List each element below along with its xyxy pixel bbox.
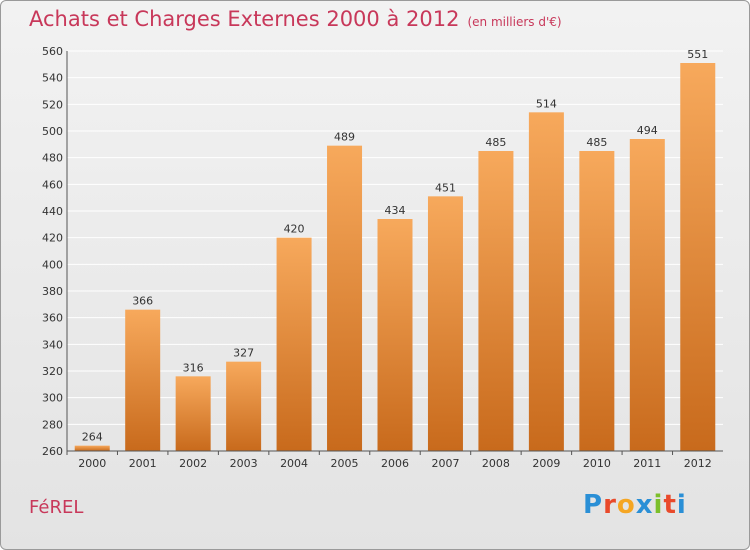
y-tick-label: 280 xyxy=(42,418,63,431)
x-tick-label: 2007 xyxy=(431,457,459,470)
x-tick-label: 2008 xyxy=(482,457,510,470)
data-label: 264 xyxy=(82,431,103,444)
data-label: 551 xyxy=(687,48,708,61)
data-label: 485 xyxy=(586,136,607,149)
y-tick-label: 360 xyxy=(42,312,63,325)
data-label: 366 xyxy=(132,295,153,308)
commune-name: FéREL xyxy=(29,497,84,518)
x-tick-label: 2003 xyxy=(230,457,258,470)
data-label: 451 xyxy=(435,181,456,194)
x-tick-label: 2012 xyxy=(684,457,712,470)
bar xyxy=(125,309,161,451)
bar xyxy=(629,139,665,451)
y-tick-label: 520 xyxy=(42,98,63,111)
y-tick-label: 500 xyxy=(42,125,63,138)
y-tick-label: 540 xyxy=(42,72,63,85)
bar xyxy=(427,196,463,451)
y-tick-label: 480 xyxy=(42,152,63,165)
bar xyxy=(680,63,716,451)
x-tick-label: 2009 xyxy=(532,457,560,470)
data-label: 514 xyxy=(536,97,557,110)
bar xyxy=(226,361,262,451)
y-tick-label: 300 xyxy=(42,392,63,405)
bar xyxy=(528,112,564,451)
data-label: 489 xyxy=(334,131,355,144)
x-tick-label: 2000 xyxy=(78,457,106,470)
x-tick-label: 2002 xyxy=(179,457,207,470)
x-tick-label: 2005 xyxy=(331,457,359,470)
x-tick-label: 2004 xyxy=(280,457,308,470)
bar xyxy=(175,376,211,451)
y-tick-label: 380 xyxy=(42,285,63,298)
y-tick-label: 260 xyxy=(42,445,63,458)
data-label: 494 xyxy=(637,124,658,137)
bar xyxy=(377,219,413,451)
bar xyxy=(327,145,363,451)
bar xyxy=(579,151,615,451)
bar xyxy=(478,151,514,451)
y-tick-label: 440 xyxy=(42,205,63,218)
x-tick-label: 2006 xyxy=(381,457,409,470)
y-tick-label: 460 xyxy=(42,178,63,191)
y-tick-label: 320 xyxy=(42,365,63,378)
proxiti-logo: Proxiti xyxy=(583,490,687,520)
chart-title: Achats et Charges Externes 2000 à 2012 (e… xyxy=(29,7,562,31)
y-tick-label: 560 xyxy=(42,45,63,58)
y-tick-label: 420 xyxy=(42,232,63,245)
y-tick-label: 340 xyxy=(42,338,63,351)
bar xyxy=(74,445,110,451)
x-tick-label: 2010 xyxy=(583,457,611,470)
x-tick-label: 2001 xyxy=(129,457,157,470)
data-label: 485 xyxy=(485,136,506,149)
bar xyxy=(276,237,312,451)
data-label: 420 xyxy=(284,223,305,236)
data-label: 327 xyxy=(233,347,254,360)
chart-subtitle: (en milliers d'€) xyxy=(467,15,562,29)
data-label: 434 xyxy=(385,204,406,217)
x-tick-label: 2011 xyxy=(633,457,661,470)
data-label: 316 xyxy=(183,361,204,374)
y-tick-label: 400 xyxy=(42,258,63,271)
